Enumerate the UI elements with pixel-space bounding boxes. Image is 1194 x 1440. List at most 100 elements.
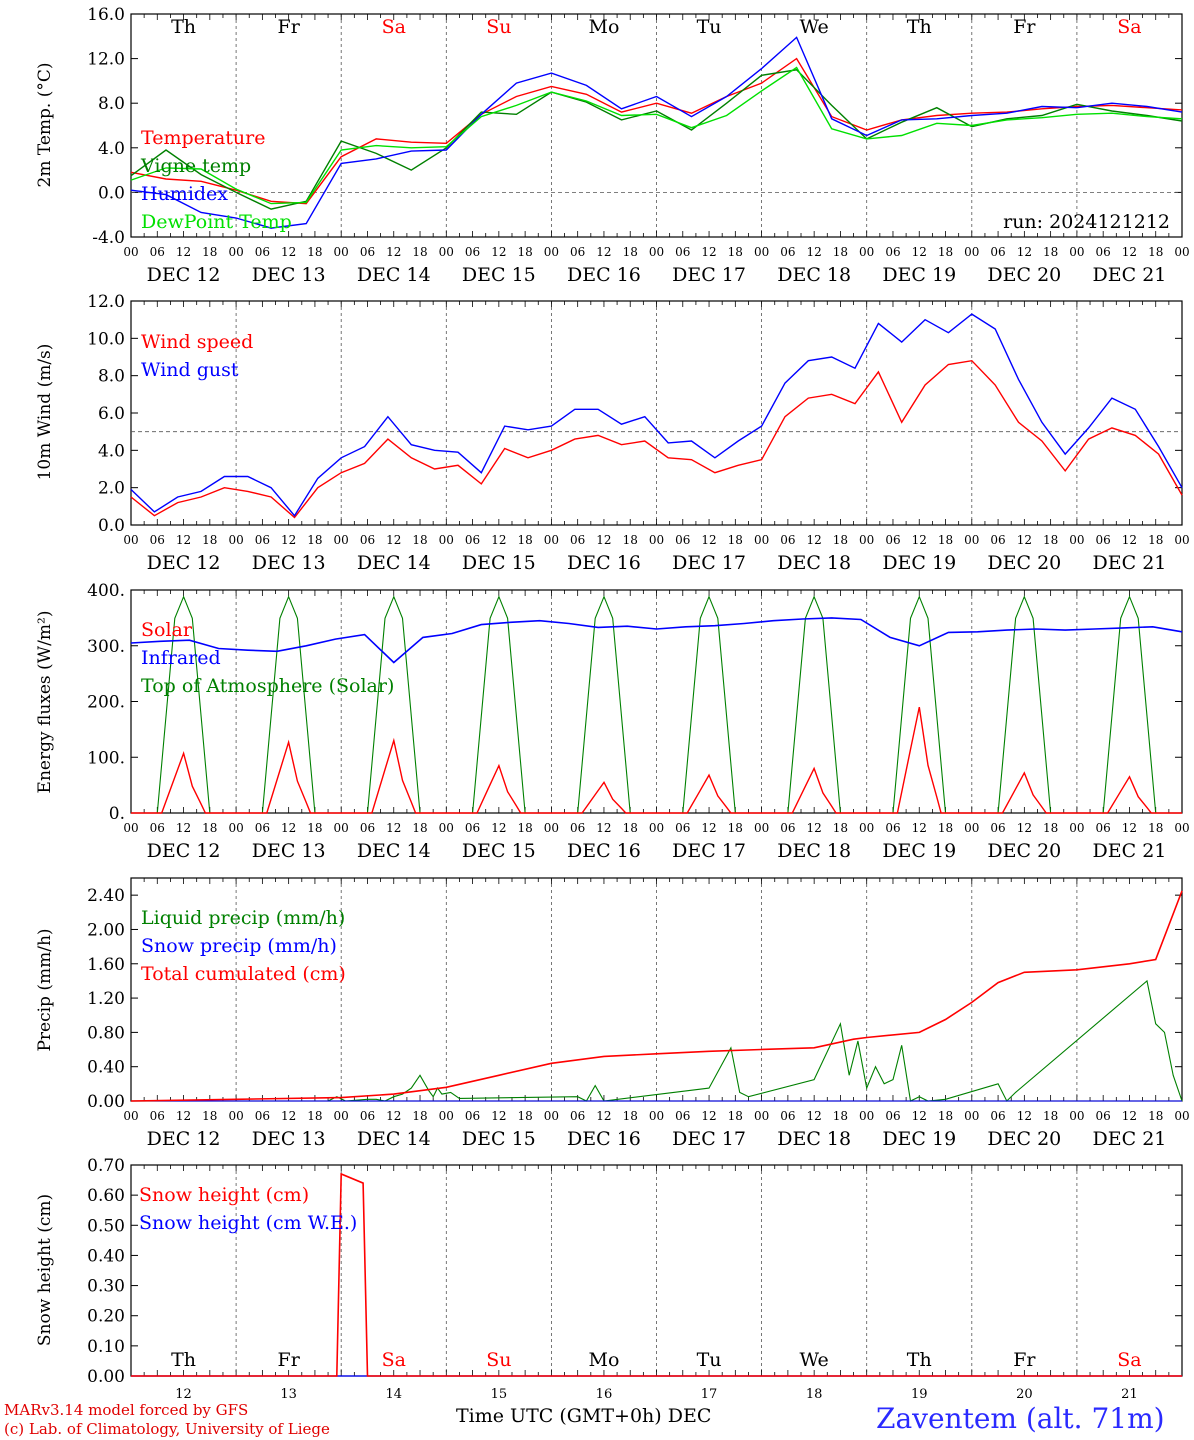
panel-2-date-label: DEC 17 bbox=[672, 552, 746, 574]
panel-3-hour-label: 06 bbox=[150, 821, 165, 835]
panel-2-y-tick-label: 2.0 bbox=[98, 479, 125, 499]
lab-credit: (c) Lab. of Climatology, University of L… bbox=[4, 1420, 330, 1438]
panel-5-weekday-label: Th bbox=[907, 1349, 932, 1371]
panel-1-hour-label: 06 bbox=[990, 245, 1005, 259]
panel-5-legend-1: Snow height (cm) bbox=[139, 1184, 309, 1206]
panel-4-y-tick-label: 1.60 bbox=[87, 955, 125, 975]
panel-5-y-tick-label: 0.60 bbox=[87, 1186, 125, 1206]
panel-3-date-label: DEC 14 bbox=[357, 840, 431, 862]
panel-3-date-label: DEC 12 bbox=[147, 840, 221, 862]
panel-4-hour-label: 06 bbox=[150, 1109, 165, 1123]
panel-1-hour-label: 12 bbox=[1017, 245, 1032, 259]
panel-4-hour-label: 12 bbox=[281, 1109, 296, 1123]
panel-1-hour-label: 00 bbox=[228, 245, 243, 259]
panel-3-hour-label: 00 bbox=[649, 821, 664, 835]
panel-3-hour-label: 18 bbox=[623, 821, 638, 835]
panel-5-weekday-label: We bbox=[800, 1349, 829, 1371]
panel-3-hour-label: 06 bbox=[465, 821, 480, 835]
panel-3-y-tick-label: 200. bbox=[87, 693, 125, 713]
panel-4-legend-1: Liquid precip (mm/h) bbox=[141, 907, 345, 929]
panel-4-hour-label: 18 bbox=[1148, 1109, 1163, 1123]
panel-1-weekday-label: Sa bbox=[1117, 16, 1141, 38]
panel-2-hour-label: 12 bbox=[701, 533, 716, 547]
panel-3-hour-label: 06 bbox=[360, 821, 375, 835]
panel-5-y-tick-label: 0.10 bbox=[87, 1337, 125, 1357]
series-liquid-precip-line bbox=[131, 979, 1183, 1102]
panel-3-hour-label: 12 bbox=[1122, 821, 1137, 835]
panel-4-hour-label: 00 bbox=[334, 1109, 349, 1123]
panel-1-hour-label: 12 bbox=[807, 245, 822, 259]
series-wind-gust-line bbox=[130, 313, 1183, 517]
panel-2-hour-label: 00 bbox=[964, 533, 979, 547]
panel-3-date-label: DEC 21 bbox=[1093, 840, 1167, 862]
panel-5-day-number: 16 bbox=[596, 1387, 613, 1402]
panel-4-date-label: DEC 13 bbox=[252, 1128, 326, 1150]
panel-5-y-tick-label: 0.50 bbox=[87, 1216, 125, 1236]
panel-1-hour-label: 00 bbox=[649, 245, 664, 259]
panel-2-hour-label: 00 bbox=[334, 533, 349, 547]
panel-3-hour-label: 12 bbox=[176, 821, 191, 835]
panel-2-hour-label: 18 bbox=[1043, 533, 1058, 547]
series-wind-speed-line bbox=[130, 359, 1183, 519]
station-name: Zaventem (alt. 71m) bbox=[876, 1402, 1165, 1435]
panel-3-hour-label: 00 bbox=[439, 821, 454, 835]
panel-4-y-axis-label: Precip (mm/h) bbox=[35, 928, 55, 1051]
panel-4-date-label: DEC 15 bbox=[462, 1128, 536, 1150]
panel-5-day-number: 21 bbox=[1121, 1387, 1138, 1402]
panel-5-y-axis-label: Snow height (cm) bbox=[35, 1194, 55, 1346]
panel-4-hour-label: 18 bbox=[1043, 1109, 1058, 1123]
panel-2-hour-label: 12 bbox=[1017, 533, 1032, 547]
panel-2-hour-label: 18 bbox=[623, 533, 638, 547]
panel-2-hour-label: 06 bbox=[1096, 533, 1111, 547]
panel-2-hour-label: 18 bbox=[728, 533, 743, 547]
panel-1-weekday-label: Fr bbox=[278, 16, 301, 38]
panel-2-hour-label: 06 bbox=[780, 533, 795, 547]
panel-1-hour-label: 18 bbox=[623, 245, 638, 259]
panel-2-y-tick-label: 8.0 bbox=[98, 367, 125, 387]
panel-1-hour-label: 06 bbox=[255, 245, 270, 259]
panel-1-hour-label: 12 bbox=[386, 245, 401, 259]
panel-2-hour-label: 18 bbox=[412, 533, 427, 547]
panel-4-hour-label: 12 bbox=[596, 1109, 611, 1123]
panel-2-hour-label: 06 bbox=[570, 533, 585, 547]
panel-3-date-label: DEC 16 bbox=[567, 840, 641, 862]
panel-2-hour-label: 12 bbox=[491, 533, 506, 547]
panel-1-legend-3: Humidex bbox=[141, 183, 228, 205]
panel-1-hour-label: 12 bbox=[912, 245, 927, 259]
panel-4-hour-label: 00 bbox=[754, 1109, 769, 1123]
panel-4-hour-label: 06 bbox=[675, 1109, 690, 1123]
panel-4-hour-label: 12 bbox=[386, 1109, 401, 1123]
panel-3-hour-label: 06 bbox=[885, 821, 900, 835]
panel-3-legend-2: Infrared bbox=[141, 647, 221, 669]
panel-4-hour-label: 00 bbox=[123, 1109, 138, 1123]
panel-1-hour-label: 18 bbox=[412, 245, 427, 259]
panel-5-weekday-label: Mo bbox=[588, 1349, 619, 1371]
panel-2-frame bbox=[130, 300, 1183, 526]
panel-1-hour-label: 18 bbox=[1043, 245, 1058, 259]
panel-5-weekday-label: Tu bbox=[697, 1349, 722, 1371]
panel-1-weekday-label: Tu bbox=[697, 16, 722, 38]
panel-4-hour-label: 06 bbox=[360, 1109, 375, 1123]
panel-3-y-tick-label: 0. bbox=[109, 804, 125, 824]
panel-1-legend-4: DewPoint Temp bbox=[141, 211, 292, 233]
panel-3-hour-label: 12 bbox=[386, 821, 401, 835]
panel-1-hour-label: 00 bbox=[439, 245, 454, 259]
panel-4-hour-label: 06 bbox=[255, 1109, 270, 1123]
panel-2-date-label: DEC 18 bbox=[777, 552, 851, 574]
panel-5-weekday-label: Th bbox=[171, 1349, 196, 1371]
panel-1-hour-label: 00 bbox=[859, 245, 874, 259]
panel-5-y-tick-label: 0.70 bbox=[87, 1156, 125, 1176]
panel-4-y-tick-label: 1.20 bbox=[87, 989, 125, 1009]
panel-4-hour-label: 06 bbox=[1096, 1109, 1111, 1123]
panel-3-hour-label: 06 bbox=[780, 821, 795, 835]
panel-5-day-number: 18 bbox=[806, 1387, 823, 1402]
panel-1-legend-1: Temperature bbox=[141, 127, 265, 149]
panel-1-hour-label: 18 bbox=[938, 245, 953, 259]
panel-1-hour-label: 12 bbox=[596, 245, 611, 259]
panel-2-hour-label: 18 bbox=[202, 533, 217, 547]
panel-2-hour-label: 06 bbox=[465, 533, 480, 547]
panel-2-y-tick-label: 12.0 bbox=[87, 292, 125, 312]
panel-1-hour-label: 00 bbox=[1174, 245, 1189, 259]
panel-3-legend-1: Solar bbox=[141, 619, 193, 641]
